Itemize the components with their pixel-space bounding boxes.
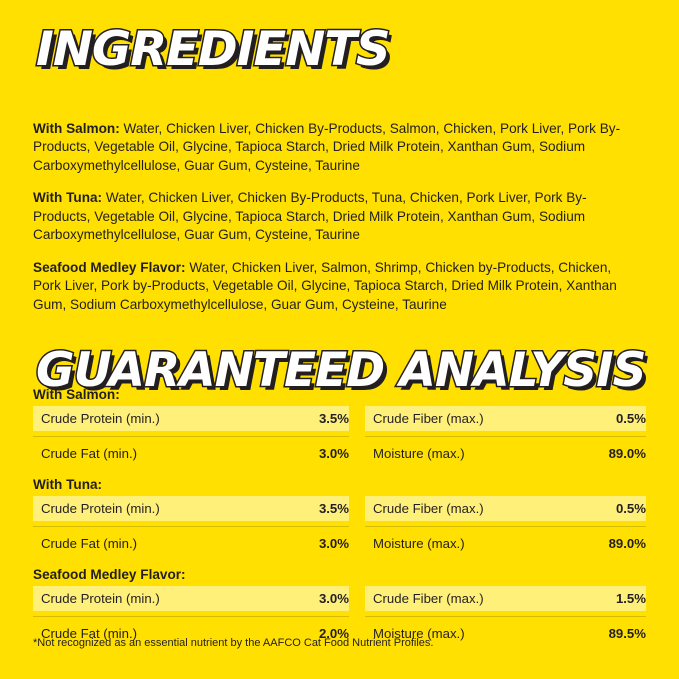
ingredients-heading: INGREDIENTS <box>34 22 392 77</box>
table-row: Crude Protein (min.) 3.5% Crude Fiber (m… <box>33 496 646 521</box>
ga-table-seafood-medley: Crude Protein (min.) 3.0% Crude Fiber (m… <box>33 586 646 646</box>
ingredients-text-seafood-medley: Water, Chicken Liver, Salmon, Shrimp, Ch… <box>33 259 617 312</box>
ga-table-salmon: Crude Protein (min.) 3.5% Crude Fiber (m… <box>33 406 646 466</box>
ga-cell-value: 1.5% <box>573 586 646 611</box>
ga-cell-value: 3.5% <box>246 496 349 521</box>
ga-cell-gap <box>349 406 365 431</box>
row-divider <box>33 435 349 437</box>
ingredients-label-salmon: With Salmon: <box>33 120 120 136</box>
row-divider <box>365 435 646 437</box>
ingredients-label-tuna: With Tuna: <box>33 190 103 206</box>
table-row: Crude Protein (min.) 3.0% Crude Fiber (m… <box>33 586 646 611</box>
ga-cell-gap <box>349 586 365 611</box>
ga-cell-name: Moisture (max.) <box>373 446 465 461</box>
ga-cell-name: Crude Protein (min.) <box>33 496 246 521</box>
ga-group-salmon: With Salmon: Crude Protein (min.) 3.5% C… <box>33 387 646 466</box>
ingredients-text-tuna: Water, Chicken Liver, Chicken By-Product… <box>33 190 587 243</box>
ingredients-paragraph-salmon: With Salmon: Water, Chicken Liver, Chick… <box>33 120 641 176</box>
ga-cell-value: 89.0% <box>608 536 646 551</box>
ingredients-label-seafood-medley: Seafood Medley Flavor: <box>33 259 186 275</box>
row-divider <box>365 615 646 617</box>
ga-cell-name: Crude Fiber (max.) <box>365 586 573 611</box>
table-row: Crude Fat (min.) 2.0% Moisture (max.) 89… <box>33 621 646 646</box>
ga-cell-value: 3.0% <box>318 536 349 551</box>
ga-cell-gap <box>349 496 365 521</box>
ga-table-tuna: Crude Protein (min.) 3.5% Crude Fiber (m… <box>33 496 646 556</box>
row-divider <box>365 525 646 527</box>
ga-group-title-seafood-medley: Seafood Medley Flavor: <box>33 567 186 582</box>
guaranteed-analysis-heading: GUARANTEED ANALYSIS <box>35 343 648 398</box>
table-row-divider <box>33 521 646 531</box>
table-row-divider <box>33 611 646 621</box>
table-row: Crude Protein (min.) 3.5% Crude Fiber (m… <box>33 406 646 431</box>
ingredients-text-salmon: Water, Chicken Liver, Chicken By-Product… <box>33 120 621 173</box>
ga-cell-name: Crude Protein (min.) <box>33 586 246 611</box>
ga-cell-name: Moisture (max.) <box>373 626 465 641</box>
ga-cell-gap <box>349 621 365 646</box>
ga-cell-gap <box>349 441 365 466</box>
ga-cell-name: Crude Fat (min.) <box>41 626 137 641</box>
ga-cell-value: 3.0% <box>246 586 349 611</box>
ga-cell-value: 2.0% <box>318 626 349 641</box>
ga-cell-name: Crude Protein (min.) <box>33 406 246 431</box>
ga-cell-name: Crude Fiber (max.) <box>365 406 573 431</box>
ga-cell-name: Crude Fat (min.) <box>41 536 137 551</box>
ga-group-title-salmon: With Salmon: <box>33 387 120 402</box>
ga-group-title-tuna: With Tuna: <box>33 477 103 492</box>
ingredients-paragraph-seafood-medley: Seafood Medley Flavor: Water, Chicken Li… <box>33 259 641 315</box>
table-row-divider <box>33 431 646 441</box>
ga-cell-value: 3.5% <box>246 406 349 431</box>
ga-cell-name: Crude Fat (min.) <box>41 446 137 461</box>
ga-group-tuna: With Tuna: Crude Protein (min.) 3.5% Cru… <box>33 477 646 556</box>
ga-cell-value: 89.0% <box>608 446 646 461</box>
table-row: Crude Fat (min.) 3.0% Moisture (max.) 89… <box>33 531 646 556</box>
ga-cell-name: Moisture (max.) <box>373 536 465 551</box>
row-divider <box>33 525 349 527</box>
ga-cell-value: 0.5% <box>573 406 646 431</box>
footnote: *Not recognized as an essential nutrient… <box>33 637 434 649</box>
ga-cell-value: 89.5% <box>608 626 646 641</box>
ingredients-list: With Salmon: Water, Chicken Liver, Chick… <box>33 106 641 314</box>
ga-group-seafood-medley: Seafood Medley Flavor: Crude Protein (mi… <box>33 567 646 646</box>
row-divider <box>33 615 349 617</box>
ga-cell-value: 0.5% <box>573 496 646 521</box>
ga-cell-name: Crude Fiber (max.) <box>365 496 573 521</box>
table-row: Crude Fat (min.) 3.0% Moisture (max.) 89… <box>33 441 646 466</box>
ga-cell-value: 3.0% <box>318 446 349 461</box>
ingredients-paragraph-tuna: With Tuna: Water, Chicken Liver, Chicken… <box>33 189 641 245</box>
ga-cell-gap <box>349 531 365 556</box>
guaranteed-analysis-tables: With Salmon: Crude Protein (min.) 3.5% C… <box>33 387 646 657</box>
